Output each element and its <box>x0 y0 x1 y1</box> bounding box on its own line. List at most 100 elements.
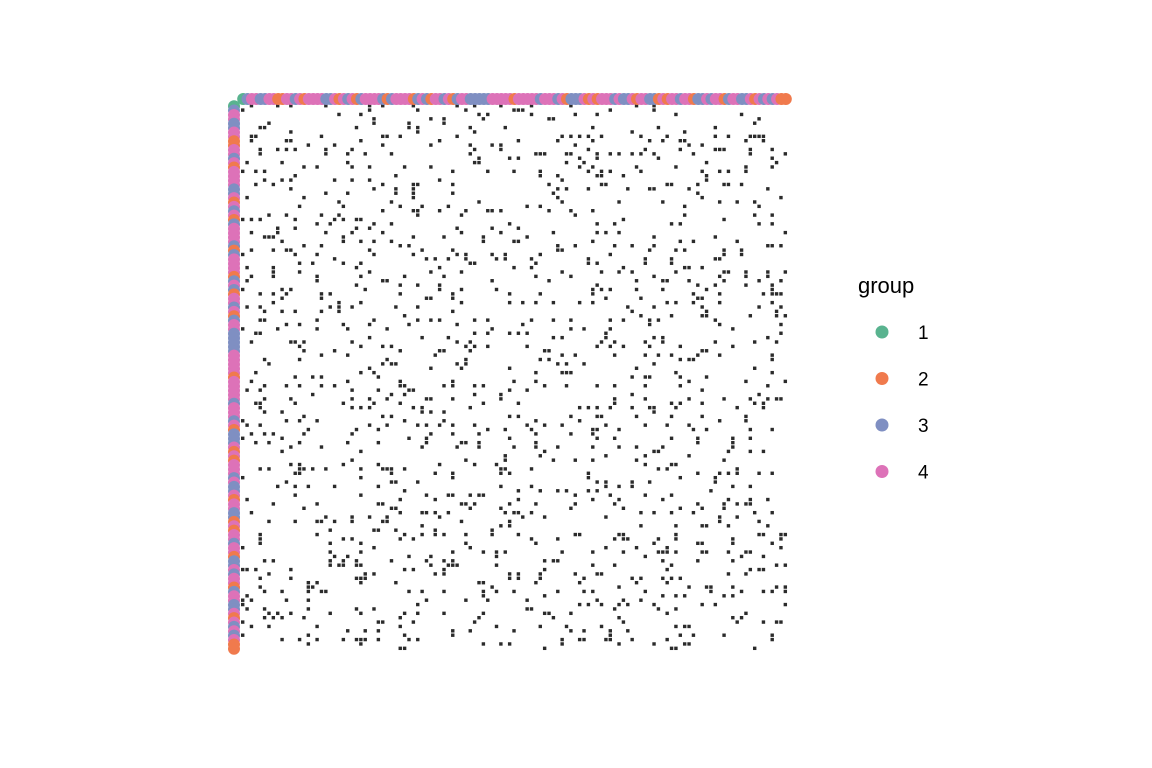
matrix-cell <box>346 379 350 384</box>
matrix-cell <box>350 230 354 235</box>
matrix-cell <box>359 274 363 279</box>
matrix-cell <box>398 497 402 502</box>
matrix-cell <box>612 340 617 344</box>
matrix-cell <box>437 209 442 213</box>
matrix-cell <box>779 545 783 550</box>
matrix-cell <box>346 440 350 445</box>
matrix-cell <box>451 432 455 436</box>
matrix-cell <box>363 572 367 576</box>
matrix-cell <box>385 397 389 401</box>
matrix-cell <box>700 524 704 528</box>
matrix-cell <box>687 143 691 147</box>
matrix-cell <box>359 217 363 222</box>
matrix-cell <box>674 607 678 611</box>
matrix-cell <box>249 217 254 222</box>
matrix-cell <box>319 445 324 449</box>
matrix-cell <box>591 427 595 432</box>
matrix-cell <box>254 134 258 139</box>
matrix-cell <box>595 112 599 117</box>
matrix-cell <box>394 305 398 309</box>
matrix-cell <box>547 209 551 213</box>
matrix-cell <box>337 300 341 305</box>
matrix-cell <box>346 353 350 357</box>
matrix-cell <box>276 484 280 489</box>
matrix-cell <box>490 252 494 257</box>
matrix-cell <box>499 392 503 397</box>
matrix-cell <box>494 257 499 261</box>
matrix-cell <box>678 239 683 244</box>
matrix-cell <box>477 615 481 620</box>
matrix-cell <box>726 550 731 554</box>
matrix-cell <box>324 104 328 108</box>
matrix-cell <box>630 637 634 642</box>
matrix-cell <box>507 366 512 370</box>
matrix-cell <box>319 292 324 296</box>
matrix-cell <box>306 580 311 585</box>
matrix-cell <box>258 576 262 581</box>
matrix-cell <box>472 502 477 506</box>
matrix-cell <box>328 563 332 567</box>
matrix-cell <box>324 230 328 235</box>
matrix-cell <box>687 379 691 384</box>
matrix-cell <box>739 252 744 257</box>
matrix-cell <box>429 318 433 322</box>
matrix-cell <box>464 532 468 537</box>
matrix-cell <box>639 576 643 581</box>
matrix-cell <box>507 222 512 226</box>
matrix-cell <box>564 624 569 629</box>
matrix-cell <box>643 340 647 344</box>
matrix-cell <box>529 607 534 611</box>
matrix-cell <box>556 195 560 200</box>
matrix-cell <box>499 209 503 213</box>
matrix-cell <box>249 134 254 139</box>
matrix-cell <box>424 257 429 261</box>
matrix-cell <box>490 532 494 537</box>
matrix-cell <box>652 152 656 156</box>
matrix-cell <box>534 419 538 423</box>
matrix-cell <box>617 270 621 274</box>
matrix-cell <box>569 104 573 108</box>
matrix-cell <box>569 318 573 322</box>
matrix-cell <box>761 449 766 454</box>
matrix-cell <box>752 200 757 204</box>
matrix-cell <box>731 585 735 589</box>
matrix-cell <box>687 423 691 427</box>
matrix-cell <box>381 279 385 283</box>
matrix-cell <box>267 467 271 471</box>
matrix-cell <box>398 283 402 287</box>
matrix-cell <box>407 244 411 248</box>
matrix-cell <box>332 143 337 147</box>
matrix-cell <box>376 462 381 467</box>
matrix-cell <box>573 143 577 147</box>
matrix-cell <box>717 419 722 423</box>
matrix-cell <box>538 489 542 493</box>
matrix-cell <box>245 567 249 572</box>
matrix-cell <box>499 642 503 646</box>
matrix-cell <box>459 440 464 445</box>
matrix-cell <box>569 327 573 331</box>
matrix-cell <box>302 340 306 344</box>
matrix-cell <box>669 563 674 567</box>
matrix-cell <box>332 349 337 353</box>
matrix-cell <box>647 344 652 349</box>
matrix-cell <box>538 174 542 178</box>
matrix-cell <box>494 563 499 567</box>
matrix-cell <box>551 335 556 340</box>
matrix-cell <box>507 471 512 475</box>
matrix-cell <box>350 405 354 410</box>
matrix-cell <box>437 139 442 143</box>
matrix-cell <box>647 248 652 252</box>
matrix-cell <box>363 629 367 633</box>
matrix-cell <box>354 125 359 130</box>
matrix-cell <box>713 125 718 130</box>
matrix-cell <box>774 292 779 296</box>
matrix-cell <box>529 537 534 541</box>
matrix-cell <box>560 134 564 139</box>
matrix-cell <box>267 362 271 366</box>
matrix-cell <box>389 344 394 349</box>
matrix-cell <box>521 322 525 327</box>
matrix-cell <box>643 257 647 261</box>
matrix-cell <box>354 427 359 432</box>
matrix-cell <box>534 300 538 305</box>
matrix-cell <box>337 213 341 217</box>
